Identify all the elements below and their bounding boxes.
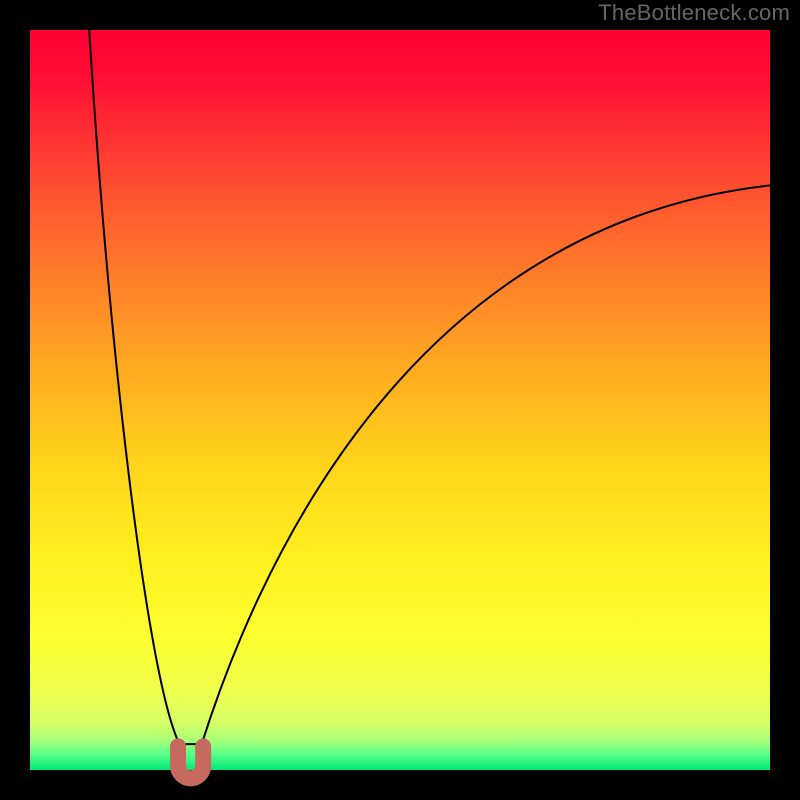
- bottleneck-chart: [0, 0, 800, 800]
- watermark-label: TheBottleneck.com: [598, 0, 790, 26]
- chart-stage: TheBottleneck.com: [0, 0, 800, 800]
- plot-background: [30, 30, 770, 770]
